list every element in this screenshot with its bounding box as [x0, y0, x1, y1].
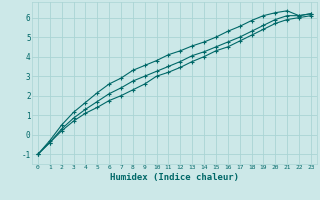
X-axis label: Humidex (Indice chaleur): Humidex (Indice chaleur): [110, 173, 239, 182]
